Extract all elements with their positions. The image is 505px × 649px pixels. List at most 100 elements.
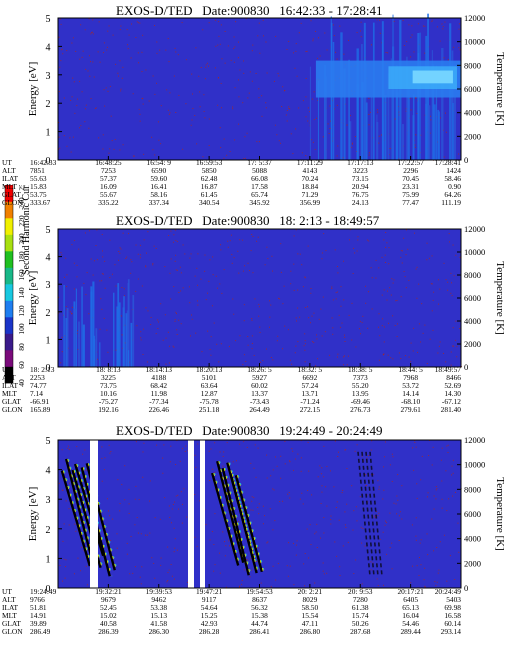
- noise-speckle: [110, 539, 112, 541]
- ephemeris-cell: 64.26: [444, 190, 461, 199]
- noise-speckle: [61, 351, 63, 353]
- noise-speckle: [443, 156, 445, 158]
- noise-speckle: [320, 473, 322, 475]
- noise-speckle: [124, 499, 126, 501]
- noise-speckle: [391, 542, 393, 544]
- ephemeris-cell: 17:17:13: [347, 158, 374, 167]
- noise-speckle: [85, 104, 87, 106]
- noise-speckle: [359, 30, 361, 32]
- noise-speckle: [441, 507, 443, 509]
- y2-tick-label: 6000: [464, 509, 481, 519]
- noise-speckle: [284, 325, 286, 327]
- noise-speckle: [431, 20, 433, 22]
- noise-speckle: [189, 335, 191, 337]
- noise-speckle: [355, 346, 357, 348]
- noise-speckle: [453, 275, 455, 277]
- noise-speckle: [279, 298, 281, 300]
- noise-speckle: [170, 563, 172, 565]
- noise-speckle: [242, 102, 244, 104]
- noise-speckle: [450, 364, 452, 366]
- ephemeris-row-label: GLON: [2, 198, 23, 207]
- colorbar-swatch: [5, 366, 13, 384]
- noise-speckle: [337, 145, 339, 147]
- colorbar-tick-label: 240: [17, 197, 26, 209]
- noise-speckle: [101, 480, 103, 482]
- noise-speckle: [189, 302, 191, 304]
- noise-speckle: [237, 57, 239, 59]
- noise-speckle: [368, 291, 370, 293]
- noise-speckle: [68, 508, 70, 510]
- noise-speckle: [93, 76, 95, 78]
- noise-speckle: [224, 30, 226, 32]
- noise-speckle: [404, 276, 406, 278]
- noise-speckle: [344, 449, 346, 451]
- noise-speckle: [111, 140, 113, 142]
- noise-speckle: [333, 108, 335, 110]
- noise-speckle: [209, 479, 211, 481]
- noise-speckle: [102, 273, 104, 275]
- noise-speckle: [108, 152, 110, 154]
- noise-speckle: [257, 35, 259, 37]
- noise-speckle: [126, 44, 128, 46]
- noise-speckle: [169, 112, 171, 114]
- noise-speckle: [234, 139, 236, 141]
- noise-speckle: [366, 494, 368, 496]
- noise-speckle: [352, 529, 354, 531]
- noise-speckle: [389, 512, 391, 514]
- noise-speckle: [156, 52, 158, 54]
- ephemeris-cell: 9462: [151, 595, 166, 604]
- noise-speckle: [244, 569, 246, 571]
- noise-speckle: [97, 358, 99, 360]
- ephemeris-cell: 16.09: [100, 182, 117, 191]
- noise-speckle: [76, 264, 78, 266]
- noise-speckle: [168, 61, 170, 63]
- noise-speckle: [304, 277, 306, 279]
- noise-speckle: [145, 252, 147, 254]
- colorbar-tick-label: 140: [17, 287, 26, 299]
- noise-speckle: [443, 352, 445, 354]
- data-gap: [90, 440, 98, 588]
- noise-speckle: [384, 261, 386, 263]
- streak: [384, 95, 387, 160]
- noise-speckle: [231, 262, 233, 264]
- ephemeris-cell: -68.10: [401, 397, 420, 406]
- ephemeris-cell: 55.20: [352, 381, 369, 390]
- noise-speckle: [215, 45, 217, 47]
- noise-speckle: [124, 342, 126, 344]
- noise-speckle: [115, 349, 117, 351]
- noise-speckle: [455, 254, 457, 256]
- noise-speckle: [368, 113, 370, 115]
- ephemeris-cell: 58.50: [302, 603, 319, 612]
- noise-speckle: [60, 49, 62, 51]
- noise-speckle: [290, 133, 292, 135]
- noise-speckle: [62, 489, 64, 491]
- y2-tick-label: 10000: [464, 247, 485, 257]
- noise-speckle: [418, 574, 420, 576]
- noise-speckle: [73, 262, 75, 264]
- noise-speckle: [348, 39, 350, 41]
- noise-speckle: [368, 124, 370, 126]
- colorbar-swatch: [5, 251, 13, 268]
- noise-speckle: [218, 21, 220, 23]
- noise-speckle: [436, 547, 438, 549]
- noise-speckle: [287, 575, 289, 577]
- noise-speckle: [229, 240, 231, 242]
- noise-speckle: [424, 586, 426, 588]
- noise-speckle: [178, 319, 180, 321]
- noise-speckle: [443, 57, 445, 59]
- noise-speckle: [454, 578, 456, 580]
- colorbar-tick-label: 120: [17, 305, 26, 317]
- noise-speckle: [409, 98, 411, 100]
- noise-speckle: [90, 32, 92, 34]
- noise-speckle: [228, 540, 230, 542]
- noise-speckle: [359, 333, 361, 335]
- noise-speckle: [377, 111, 379, 113]
- ephemeris-cell: 9766: [30, 595, 45, 604]
- noise-speckle: [286, 120, 288, 122]
- noise-speckle: [86, 272, 88, 274]
- noise-speckle: [434, 581, 436, 583]
- ephemeris-cell: 276.73: [350, 405, 371, 414]
- noise-speckle: [347, 541, 349, 543]
- noise-speckle: [274, 456, 276, 458]
- noise-speckle: [175, 313, 177, 315]
